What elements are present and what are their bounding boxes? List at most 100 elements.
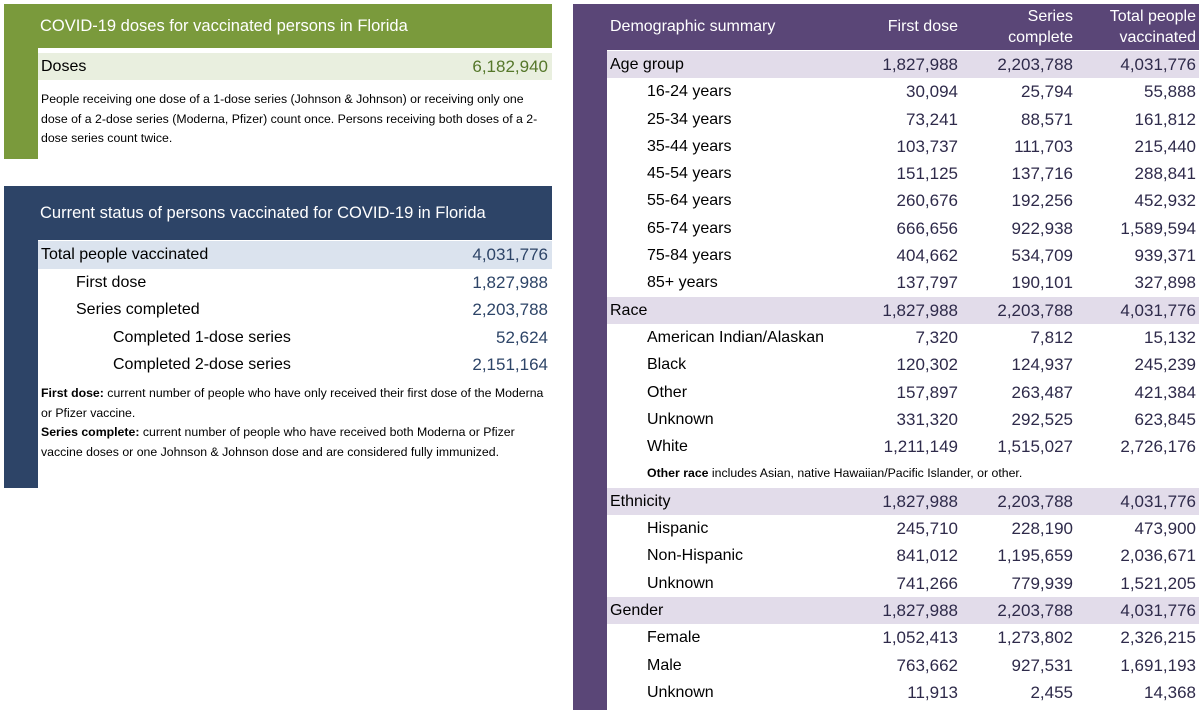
row-label: 45-54 years bbox=[647, 165, 732, 183]
cell-total-vaccinated: 1,521,205 bbox=[1120, 573, 1196, 593]
cell-series-complete: 292,525 bbox=[1011, 409, 1073, 429]
cell-total-vaccinated: 4,031,776 bbox=[1120, 55, 1196, 74]
group-label: Ethnicity bbox=[610, 492, 671, 510]
table-row: 16-24 years 30,094 25,794 55,888 bbox=[607, 78, 1199, 105]
cell-first-dose: 103,737 bbox=[896, 136, 958, 156]
status-panel: Current status of persons vaccinated for… bbox=[4, 186, 552, 488]
first-dose-note: First dose: current number of people who… bbox=[41, 384, 549, 423]
row-label: 75-84 years bbox=[647, 247, 732, 265]
group-row-age: Age group 1,827,988 2,203,788 4,031,776 bbox=[607, 51, 1199, 79]
race-note: Other race includes Asian, native Hawaii… bbox=[607, 460, 1199, 487]
demographic-title: Demographic summary bbox=[610, 18, 776, 35]
table-row: 25-34 years 73,241 88,571 161,812 bbox=[607, 106, 1199, 133]
demographic-panel: Demographic summary First dose Series co… bbox=[573, 4, 1199, 710]
status-row-first-dose: First dose 1,827,988 bbox=[38, 269, 552, 297]
cell-total-vaccinated: 15,132 bbox=[1144, 327, 1196, 347]
series-complete-note: Series complete: current number of peopl… bbox=[41, 423, 549, 462]
group-row-race: Race 1,827,988 2,203,788 4,031,776 bbox=[607, 296, 1199, 324]
row-label: Other bbox=[647, 383, 688, 401]
doses-note: People receiving one dose of a 1-dose se… bbox=[41, 92, 538, 145]
cell-first-dose: 763,662 bbox=[896, 655, 958, 675]
status-panel-title: Current status of persons vaccinated for… bbox=[4, 186, 552, 240]
cell-total-vaccinated: 215,440 bbox=[1134, 136, 1196, 156]
row-label: Female bbox=[647, 629, 701, 647]
table-row: Unknown 741,266 779,939 1,521,205 bbox=[607, 570, 1199, 597]
status-row-label: Total people vaccinated bbox=[41, 246, 209, 263]
status-row-label: Series completed bbox=[76, 301, 200, 318]
cell-first-dose: 404,662 bbox=[896, 246, 958, 266]
cell-series-complete: 137,716 bbox=[1011, 164, 1073, 184]
cell-total-vaccinated: 4,031,776 bbox=[1120, 491, 1196, 511]
cell-first-dose: 1,211,149 bbox=[883, 437, 958, 457]
cell-total-vaccinated: 14,368 bbox=[1144, 682, 1196, 702]
cell-series-complete: 111,703 bbox=[1014, 136, 1073, 156]
group-label: Race bbox=[610, 301, 648, 319]
cell-total-vaccinated: 2,726,176 bbox=[1120, 437, 1196, 457]
status-row-value: 2,203,788 bbox=[472, 300, 548, 319]
series-complete-term: Series complete: bbox=[41, 425, 140, 439]
table-row: Hispanic 245,710 228,190 473,900 bbox=[607, 515, 1199, 542]
doses-panel-title: COVID-19 doses for vaccinated persons in… bbox=[4, 4, 552, 48]
cell-total-vaccinated: 161,812 bbox=[1134, 109, 1196, 129]
row-label: Non-Hispanic bbox=[647, 547, 744, 565]
status-row-label: Completed 1-dose series bbox=[113, 328, 291, 346]
row-label: 35-44 years bbox=[647, 137, 732, 155]
cell-total-vaccinated: 473,900 bbox=[1134, 519, 1196, 539]
cell-total-vaccinated: 1,589,594 bbox=[1120, 218, 1196, 238]
series-complete-text: current number of people who have receiv… bbox=[41, 425, 515, 459]
first-dose-term: First dose: bbox=[41, 386, 104, 400]
first-dose-text: current number of people who have only r… bbox=[41, 386, 544, 420]
cell-first-dose: 666,656 bbox=[896, 218, 958, 238]
cell-series-complete: 88,571 bbox=[1021, 109, 1073, 129]
cell-first-dose: 137,797 bbox=[896, 273, 958, 293]
demographic-panel-stripe bbox=[573, 4, 607, 710]
row-label: Male bbox=[647, 656, 682, 674]
group-label: Age group bbox=[610, 56, 684, 73]
cell-series-complete: 927,531 bbox=[1011, 655, 1073, 675]
cell-series-complete: 228,190 bbox=[1011, 519, 1073, 539]
column-header-total-vaccinated: Total people vaccinated bbox=[1110, 6, 1196, 48]
column-header-line: complete bbox=[1008, 29, 1073, 46]
cell-total-vaccinated: 1,691,193 bbox=[1120, 655, 1196, 675]
table-row: 65-74 years 666,656 922,938 1,589,594 bbox=[607, 215, 1199, 242]
doses-panel: COVID-19 doses for vaccinated persons in… bbox=[4, 4, 552, 159]
cell-total-vaccinated: 452,932 bbox=[1134, 191, 1196, 211]
cell-series-complete: 779,939 bbox=[1011, 573, 1073, 593]
table-row: American Indian/Alaskan 7,320 7,812 15,132 bbox=[607, 324, 1199, 351]
row-label: 16-24 years bbox=[647, 83, 732, 101]
cell-total-vaccinated: 55,888 bbox=[1144, 82, 1196, 102]
cell-series-complete: 2,203,788 bbox=[997, 600, 1073, 620]
cell-first-dose: 841,012 bbox=[896, 546, 958, 566]
cell-series-complete: 124,937 bbox=[1011, 355, 1073, 375]
column-header-line: Series bbox=[1027, 8, 1073, 25]
table-row: Non-Hispanic 841,012 1,195,659 2,036,671 bbox=[607, 542, 1199, 569]
cell-series-complete: 1,273,802 bbox=[997, 628, 1073, 648]
table-row: Unknown 331,320 292,525 623,845 bbox=[607, 406, 1199, 433]
status-row-value: 4,031,776 bbox=[472, 245, 548, 264]
doses-value: 6,182,940 bbox=[472, 57, 548, 76]
table-row: Other 157,897 263,487 421,384 bbox=[607, 379, 1199, 406]
cell-series-complete: 534,709 bbox=[1011, 246, 1073, 266]
row-label: American Indian/Alaskan bbox=[647, 328, 824, 346]
cell-series-complete: 1,515,027 bbox=[997, 437, 1073, 457]
table-row: 35-44 years 103,737 111,703 215,440 bbox=[607, 133, 1199, 160]
cell-total-vaccinated: 623,845 bbox=[1134, 409, 1196, 429]
table-row: 85+ years 137,797 190,101 327,898 bbox=[607, 269, 1199, 296]
status-row-series-completed: Series completed 2,203,788 bbox=[38, 296, 552, 324]
status-row-label: First dose bbox=[76, 273, 147, 291]
cell-series-complete: 1,195,659 bbox=[997, 546, 1073, 566]
table-row: Female 1,052,413 1,273,802 2,326,215 bbox=[607, 624, 1199, 651]
cell-first-dose: 11,913 bbox=[907, 682, 958, 702]
cell-total-vaccinated: 2,326,215 bbox=[1120, 628, 1196, 648]
status-row-completed-2-dose: Completed 2-dose series 2,151,164 bbox=[38, 351, 552, 379]
column-header-series-complete: Series complete bbox=[1008, 6, 1073, 48]
cell-series-complete: 7,812 bbox=[1030, 327, 1073, 347]
cell-series-complete: 922,938 bbox=[1011, 218, 1073, 238]
status-row-completed-1-dose: Completed 1-dose series 52,624 bbox=[38, 324, 552, 352]
column-header-line: vaccinated bbox=[1119, 29, 1197, 46]
cell-first-dose: 1,827,988 bbox=[882, 300, 958, 320]
cell-first-dose: 30,094 bbox=[906, 82, 958, 102]
cell-first-dose: 1,827,988 bbox=[882, 55, 958, 74]
cell-first-dose: 157,897 bbox=[896, 382, 958, 402]
race-note-term: Other race bbox=[647, 466, 709, 481]
